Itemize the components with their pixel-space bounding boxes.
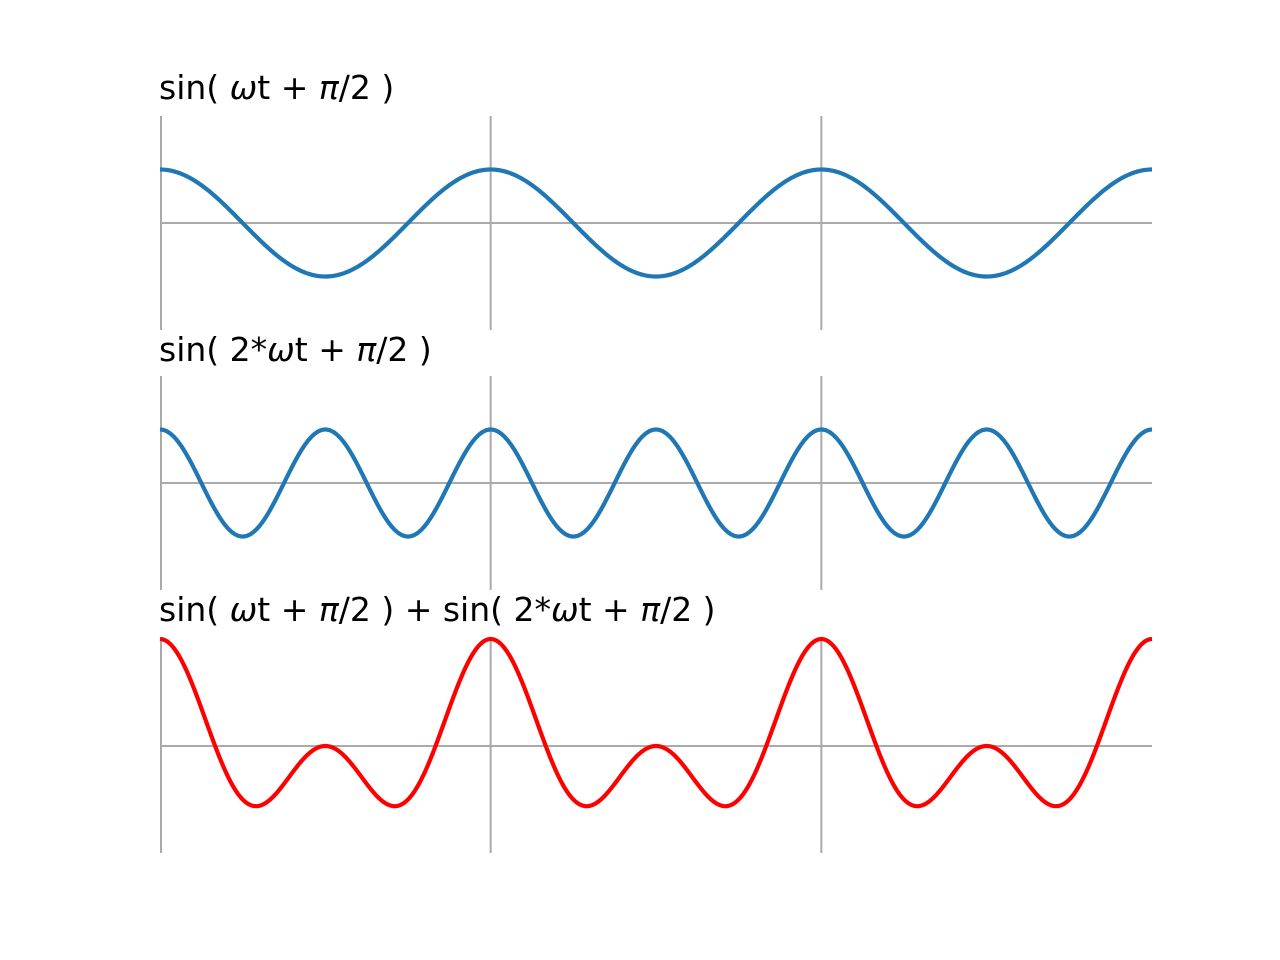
- subplot-1-title: sin( ωt + π/2 ): [159, 68, 395, 107]
- curve-series-3: [159, 636, 1153, 809]
- curve-series-1: [159, 167, 1153, 279]
- subplot-2-title: sin( 2*ωt + π/2 ): [159, 330, 432, 369]
- subplot-2-plot-area: [159, 376, 1153, 590]
- subplot-1-plot-area: [159, 116, 1153, 330]
- curve-series-2: [159, 427, 1153, 539]
- subplot-3-plot-area: [159, 636, 1153, 853]
- subplot-3-title: sin( ωt + π/2 ) + sin( 2*ωt + π/2 ): [159, 590, 716, 629]
